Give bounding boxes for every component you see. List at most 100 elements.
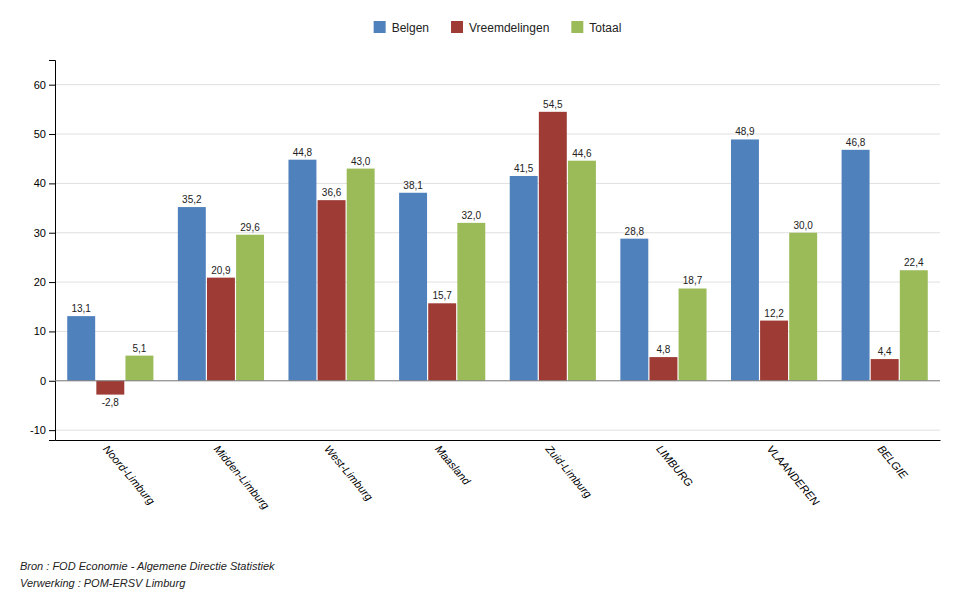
y-tick-label: 20 xyxy=(34,276,46,288)
y-tick-mark xyxy=(49,282,55,283)
data-label: 29,6 xyxy=(240,222,260,233)
bar xyxy=(207,278,235,381)
data-label: 48,9 xyxy=(735,126,755,137)
bar xyxy=(900,270,928,381)
data-label: 22,4 xyxy=(904,257,924,268)
data-labels: 13,135,244,838,141,528,848,946,8-2,820,9… xyxy=(71,99,924,408)
x-tick-label: Noord-Limburg xyxy=(101,443,158,508)
bar xyxy=(539,112,567,381)
y-axis-line xyxy=(49,61,56,441)
bar xyxy=(96,381,124,395)
bar xyxy=(789,233,817,381)
y-tick: 10 xyxy=(34,325,55,337)
y-tick-label: 60 xyxy=(34,79,46,91)
y-tick-mark xyxy=(49,183,55,184)
bar-series xyxy=(67,139,869,380)
grid-line xyxy=(55,84,940,85)
x-tick-label: VLAANDEREN xyxy=(765,443,822,508)
data-label-series: 13,135,244,838,141,528,848,946,8 xyxy=(71,126,865,314)
legend-item: Belgen xyxy=(374,21,429,35)
y-tick-mark xyxy=(49,134,55,135)
plot: -10 0 10 20 30 40 50 60 Noord-Limburg Midden-Limb… xyxy=(30,61,940,512)
bar xyxy=(399,193,427,381)
x-tick-label: West-Limburg xyxy=(322,443,376,504)
y-tick-label: 40 xyxy=(34,177,46,189)
x-tick-label: BELGIE xyxy=(875,443,910,482)
x-axis-line xyxy=(56,440,941,441)
data-label: 15,7 xyxy=(432,290,452,301)
data-label: -2,8 xyxy=(102,397,120,408)
data-label: 12,2 xyxy=(764,308,784,319)
bar xyxy=(236,235,264,381)
bar xyxy=(67,316,95,381)
data-label: 41,5 xyxy=(514,163,534,174)
x-tick: Midden-Limburg xyxy=(212,443,273,512)
x-tick: VLAANDEREN xyxy=(765,443,822,508)
y-tick-label: 30 xyxy=(34,227,46,239)
y-tick: 60 xyxy=(34,79,55,91)
data-label: 30,0 xyxy=(793,220,813,231)
annotations: Bron : FOD Economie - Algemene Directie … xyxy=(20,560,275,589)
bar xyxy=(510,176,538,381)
bar xyxy=(842,150,870,381)
bar xyxy=(620,239,648,381)
x-tick: Maasland xyxy=(433,443,473,488)
data-label: 44,6 xyxy=(572,148,592,159)
y-tick-mark xyxy=(49,381,55,382)
x-tick: Zuid-Limburg xyxy=(543,442,595,501)
source-note: Verwerking : POM-ERSV Limburg xyxy=(20,577,186,589)
x-tick-label: Zuid-Limburg xyxy=(543,442,595,501)
data-label: 35,2 xyxy=(182,194,202,205)
data-label: 4,8 xyxy=(656,344,670,355)
y-tick-label: 0 xyxy=(40,375,46,387)
bar xyxy=(871,359,899,381)
grid-line xyxy=(55,380,940,381)
bar xyxy=(568,161,596,381)
data-label: 18,7 xyxy=(683,275,703,286)
bar-series xyxy=(96,112,898,395)
bar xyxy=(731,139,759,380)
bar xyxy=(649,357,677,381)
y-tick-label: 50 xyxy=(34,128,46,140)
data-label: 38,1 xyxy=(403,180,423,191)
y-tick: 40 xyxy=(34,177,55,189)
y-tick-label: 10 xyxy=(34,325,46,337)
data-label-series: 5,129,643,032,044,618,730,022,4 xyxy=(132,148,923,354)
data-label: 28,8 xyxy=(625,226,645,237)
y-tick: 20 xyxy=(34,276,55,288)
bar-series xyxy=(125,161,927,381)
legend: Belgen Vreemdelingen Totaal xyxy=(374,21,622,35)
data-label: 20,9 xyxy=(211,265,231,276)
bar xyxy=(288,160,316,381)
y-tick-label: -10 xyxy=(30,424,46,436)
legend-swatch xyxy=(374,21,386,33)
bar xyxy=(428,303,456,380)
bars xyxy=(67,112,928,395)
x-tick: LIMBURG xyxy=(654,443,696,489)
bar xyxy=(760,321,788,381)
data-label: 36,6 xyxy=(322,187,342,198)
data-label: 13,1 xyxy=(71,303,91,314)
bar xyxy=(125,356,153,381)
y-tick-mark xyxy=(49,85,55,86)
x-tick-label: LIMBURG xyxy=(654,443,696,489)
zero-line xyxy=(55,380,940,381)
y-tick-mark xyxy=(49,331,55,332)
data-label: 4,4 xyxy=(878,346,892,357)
y-tick: -10 xyxy=(30,424,55,436)
grid-line xyxy=(55,430,940,431)
legend-swatch xyxy=(571,21,583,33)
legend-item: Vreemdelingen xyxy=(451,21,549,35)
grid-line xyxy=(55,183,940,184)
y-tick-mark xyxy=(49,430,55,431)
legend-item: Totaal xyxy=(571,21,621,35)
data-label: 46,8 xyxy=(846,137,866,148)
legend-label: Vreemdelingen xyxy=(469,21,549,35)
data-label: 43,0 xyxy=(351,156,371,167)
x-tick: West-Limburg xyxy=(322,443,376,504)
legend-swatch xyxy=(451,21,463,33)
y-tick: 30 xyxy=(34,227,55,239)
data-label: 5,1 xyxy=(132,343,146,354)
bar xyxy=(347,169,375,381)
bar xyxy=(318,200,346,381)
